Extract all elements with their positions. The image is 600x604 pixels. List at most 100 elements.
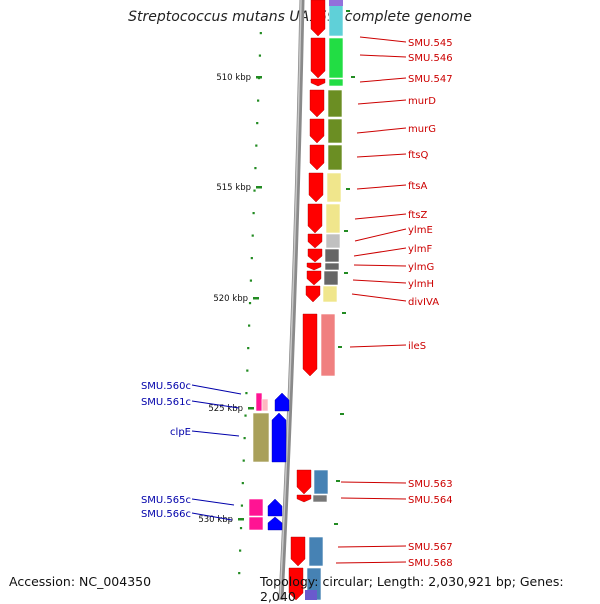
gc-dot xyxy=(256,122,259,125)
gc-dot xyxy=(257,99,260,102)
cog-category-bar xyxy=(252,412,270,463)
forward-gene-arrow xyxy=(296,494,312,503)
label-leader-line xyxy=(340,497,407,500)
label-leader-line xyxy=(354,228,407,242)
gc-dot xyxy=(248,324,251,327)
label-leader-line xyxy=(351,293,407,302)
reverse-gene-label[interactable]: SMU.561c xyxy=(141,397,191,408)
genome-backbone xyxy=(278,0,305,600)
forward-gene-arrow xyxy=(308,172,324,203)
forward-gene-arrow xyxy=(290,536,306,567)
gc-dot xyxy=(336,480,340,482)
forward-gene-label[interactable]: ftsQ xyxy=(408,150,428,161)
label-leader-line xyxy=(337,545,407,548)
forward-gene-label[interactable]: divIVA xyxy=(408,297,439,308)
forward-gene-arrow xyxy=(309,89,325,118)
reverse-gene-label[interactable]: SMU.565c xyxy=(141,495,191,506)
gc-dot xyxy=(245,392,248,395)
forward-gene-arrow xyxy=(310,78,326,87)
forward-gene-arrow xyxy=(306,270,322,286)
cog-category-bar xyxy=(327,144,343,171)
label-leader-line xyxy=(356,153,407,158)
forward-gene-label[interactable]: ylmH xyxy=(408,279,434,290)
cog-category-bar xyxy=(328,37,344,79)
label-leader-line xyxy=(335,561,407,564)
gc-dot xyxy=(253,189,256,192)
gene-labels: SMU.545 SMU.546 SMU.547 murD murG ftsQ ftsA fts… xyxy=(141,36,453,569)
cog-category-bar xyxy=(308,536,324,567)
accession-text: Accession: NC_004350 xyxy=(9,574,152,589)
forward-gene-label[interactable]: ylmG xyxy=(408,262,434,273)
forward-gene-arrow xyxy=(310,37,326,79)
forward-gene-arrow xyxy=(309,144,325,171)
gc-dot xyxy=(242,459,245,462)
forward-gene-label[interactable]: SMU.547 xyxy=(408,74,453,85)
forward-gene-label[interactable]: ftsZ xyxy=(408,210,427,221)
cog-category-bar xyxy=(255,392,263,412)
forward-gene-label[interactable]: SMU.546 xyxy=(408,53,453,64)
forward-gene-arrow xyxy=(306,262,322,271)
kbp-tick-mark xyxy=(248,407,254,410)
reverse-gene-arrow xyxy=(274,392,290,412)
cog-category-bar xyxy=(327,118,343,144)
forward-gene-arrow xyxy=(309,118,325,144)
gc-dot xyxy=(254,167,257,170)
forward-gene-arrow xyxy=(307,203,323,234)
gc-dot xyxy=(342,312,346,314)
forward-gene-label[interactable]: SMU.568 xyxy=(408,558,453,569)
forward-gene-label[interactable]: ylmF xyxy=(408,244,432,255)
forward-gene-label[interactable]: ileS xyxy=(408,341,426,352)
label-leader-line xyxy=(359,36,407,43)
cog-category-bar xyxy=(325,233,341,249)
forward-gene-label[interactable]: SMU.564 xyxy=(408,495,453,506)
forward-gene-label[interactable]: SMU.545 xyxy=(408,38,453,49)
label-leader-line xyxy=(349,344,407,348)
cog-category-bar xyxy=(325,203,341,234)
forward-gene-label[interactable]: murG xyxy=(408,124,436,135)
forward-gene-label[interactable]: SMU.563 xyxy=(408,479,453,490)
gc-dot xyxy=(251,234,254,237)
gc-dot xyxy=(239,549,242,552)
reverse-gene-label[interactable]: clpE xyxy=(170,427,191,438)
reverse-gene-label[interactable]: SMU.566c xyxy=(141,509,191,520)
gc-dot xyxy=(238,572,241,575)
kbp-tick-label: 530 kbp xyxy=(198,515,233,525)
label-leader-line xyxy=(191,498,235,506)
cog-category-bar xyxy=(322,285,338,303)
gc-dot xyxy=(244,414,247,417)
kbp-tick-mark xyxy=(256,76,262,79)
forward-gene-label[interactable]: murD xyxy=(408,96,436,107)
cog-category-bar xyxy=(248,498,264,517)
gc-dot xyxy=(243,437,246,440)
gc-dot xyxy=(249,279,253,282)
forward-gene-label[interactable]: SMU.567 xyxy=(408,542,453,553)
reverse-gene-arrow xyxy=(267,498,283,517)
label-leader-line xyxy=(352,279,407,284)
gc-dot xyxy=(255,144,258,147)
label-leader-line xyxy=(191,430,240,437)
gc-dot xyxy=(241,482,244,485)
kbp-tick-label: 525 kbp xyxy=(208,404,243,414)
gene-features xyxy=(248,0,344,600)
cog-category-bar xyxy=(320,313,336,377)
kbp-tick-mark xyxy=(253,297,259,300)
label-leader-line xyxy=(354,213,407,220)
cog-category-bar xyxy=(305,590,317,600)
cog-category-bar xyxy=(313,469,329,495)
forward-gene-arrow xyxy=(288,567,304,600)
kbp-ticks: 510 kbp 515 kbp 520 kbp 525 kbp 530 kbp xyxy=(198,73,262,525)
kbp-tick-label: 515 kbp xyxy=(216,183,251,193)
gc-dot xyxy=(338,346,342,348)
label-leader-line xyxy=(191,512,233,521)
cog-category-bar xyxy=(327,89,343,118)
forward-gene-arrow xyxy=(305,285,321,303)
cog-category-bar xyxy=(329,0,343,6)
kbp-tick-mark xyxy=(256,186,262,189)
forward-gene-label[interactable]: ftsA xyxy=(408,181,427,192)
cog-category-bar xyxy=(248,516,264,531)
cog-category-bar xyxy=(324,262,340,271)
forward-gene-label[interactable]: ylmE xyxy=(408,225,433,236)
reverse-gene-label[interactable]: SMU.560c xyxy=(141,381,191,392)
cog-category-bar xyxy=(324,248,340,263)
